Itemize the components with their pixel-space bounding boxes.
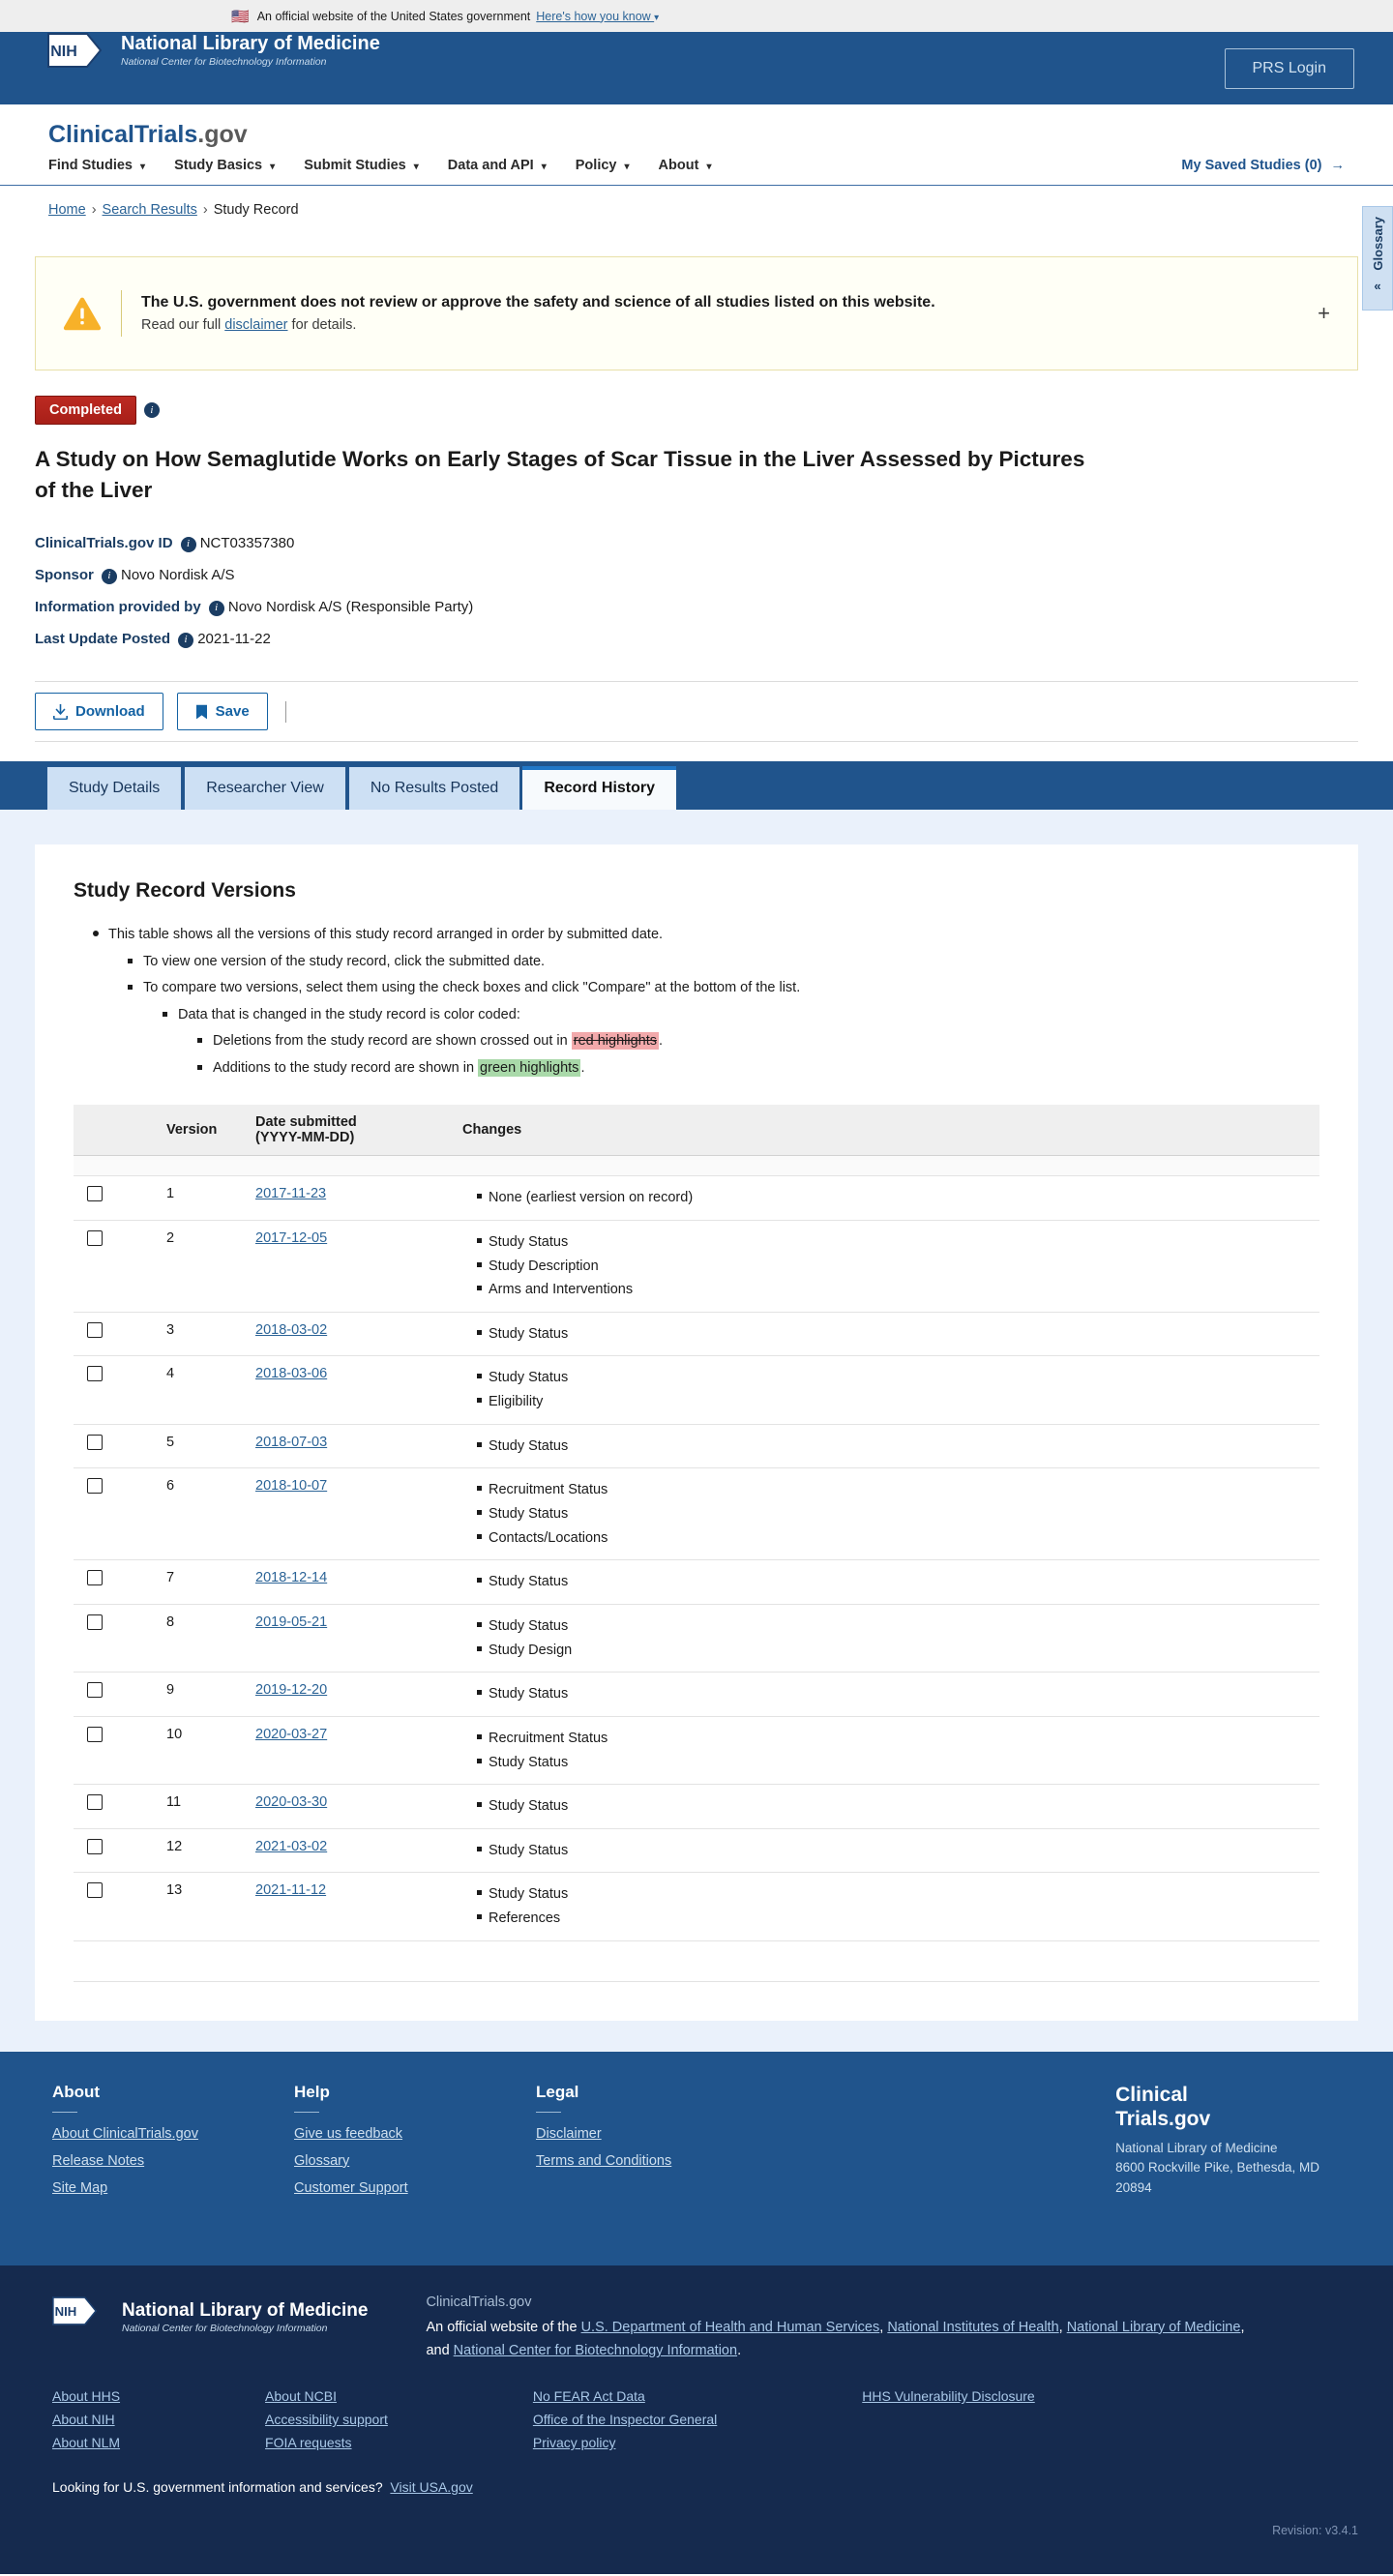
svg-text:NIH: NIH [55, 2304, 77, 2319]
svg-text:NIH: NIH [50, 44, 77, 60]
